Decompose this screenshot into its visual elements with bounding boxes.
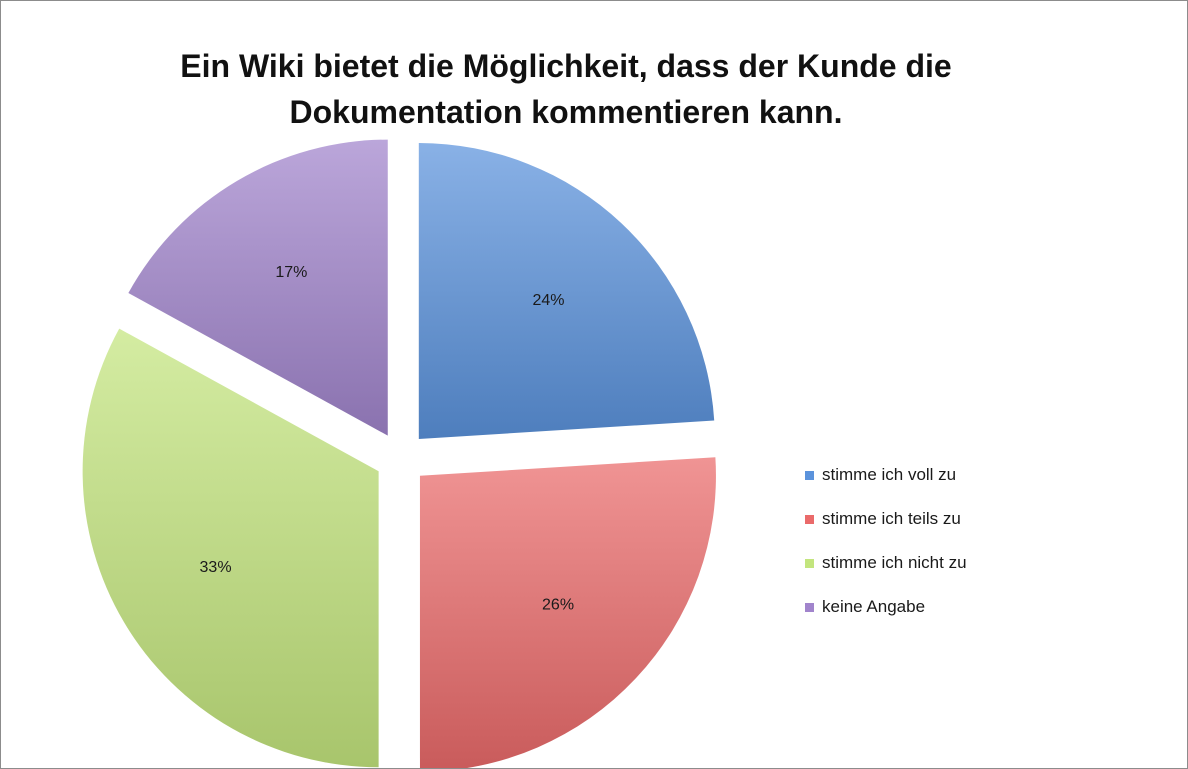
- legend-item-1: stimme ich voll zu: [805, 453, 967, 497]
- pie-value-labels: 24% 26% 33% 17%: [200, 264, 575, 614]
- pie-slice-3: [82, 328, 379, 768]
- pie-slice-4: [128, 139, 388, 436]
- legend-item-4: keine Angabe: [805, 585, 967, 629]
- chart-title-line-1: Ein Wiki bietet die Möglichkeit, dass de…: [180, 48, 952, 84]
- pie-value-label-4: 17%: [275, 264, 307, 281]
- legend-label: stimme ich teils zu: [822, 509, 961, 528]
- legend-swatch: [805, 602, 814, 612]
- legend-swatch: [805, 470, 814, 480]
- pie-value-label-2: 26%: [542, 597, 574, 614]
- pie-slice-2: [419, 457, 716, 768]
- legend-label: keine Angabe: [822, 597, 926, 616]
- legend-swatch: [805, 514, 814, 524]
- legend-item-2: stimme ich teils zu: [805, 497, 967, 541]
- chart-title: Ein Wiki bietet die Möglichkeit, dass de…: [71, 43, 1061, 135]
- legend-label: stimme ich nicht zu: [822, 553, 967, 572]
- legend-swatch: [805, 558, 814, 568]
- pie-value-label-1: 24%: [532, 292, 564, 309]
- pie-slices: [82, 139, 716, 768]
- pie-slice-1: [418, 143, 715, 440]
- legend-item-3: stimme ich nicht zu: [805, 541, 967, 585]
- legend-label: stimme ich voll zu: [822, 465, 957, 484]
- chart-legend: stimme ich voll zu stimme ich teils zu sti…: [805, 453, 967, 629]
- chart-title-line-2: Dokumentation kommentieren kann.: [289, 94, 843, 130]
- pie-value-label-3: 33%: [200, 559, 232, 576]
